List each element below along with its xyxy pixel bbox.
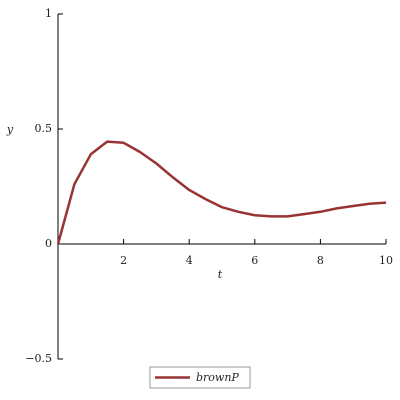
x-tick-label: 4	[186, 254, 193, 267]
y-tick-label: −0.5	[25, 352, 52, 365]
y-tick-label: 0.5	[35, 122, 53, 135]
x-tick-label: 6	[251, 254, 258, 267]
y-axis-label: y	[6, 123, 14, 136]
x-tick-label: 2	[120, 254, 127, 267]
y-tick-label: 1	[45, 7, 52, 20]
y-tick-label: 0	[45, 237, 52, 250]
x-tick-label: 8	[317, 254, 324, 267]
series-line	[56, 140, 387, 245]
legend-label: brownP	[196, 371, 239, 384]
legend-box	[149, 366, 251, 389]
x-axis-label: t	[218, 268, 223, 281]
x-tick-label: 10	[379, 254, 393, 267]
